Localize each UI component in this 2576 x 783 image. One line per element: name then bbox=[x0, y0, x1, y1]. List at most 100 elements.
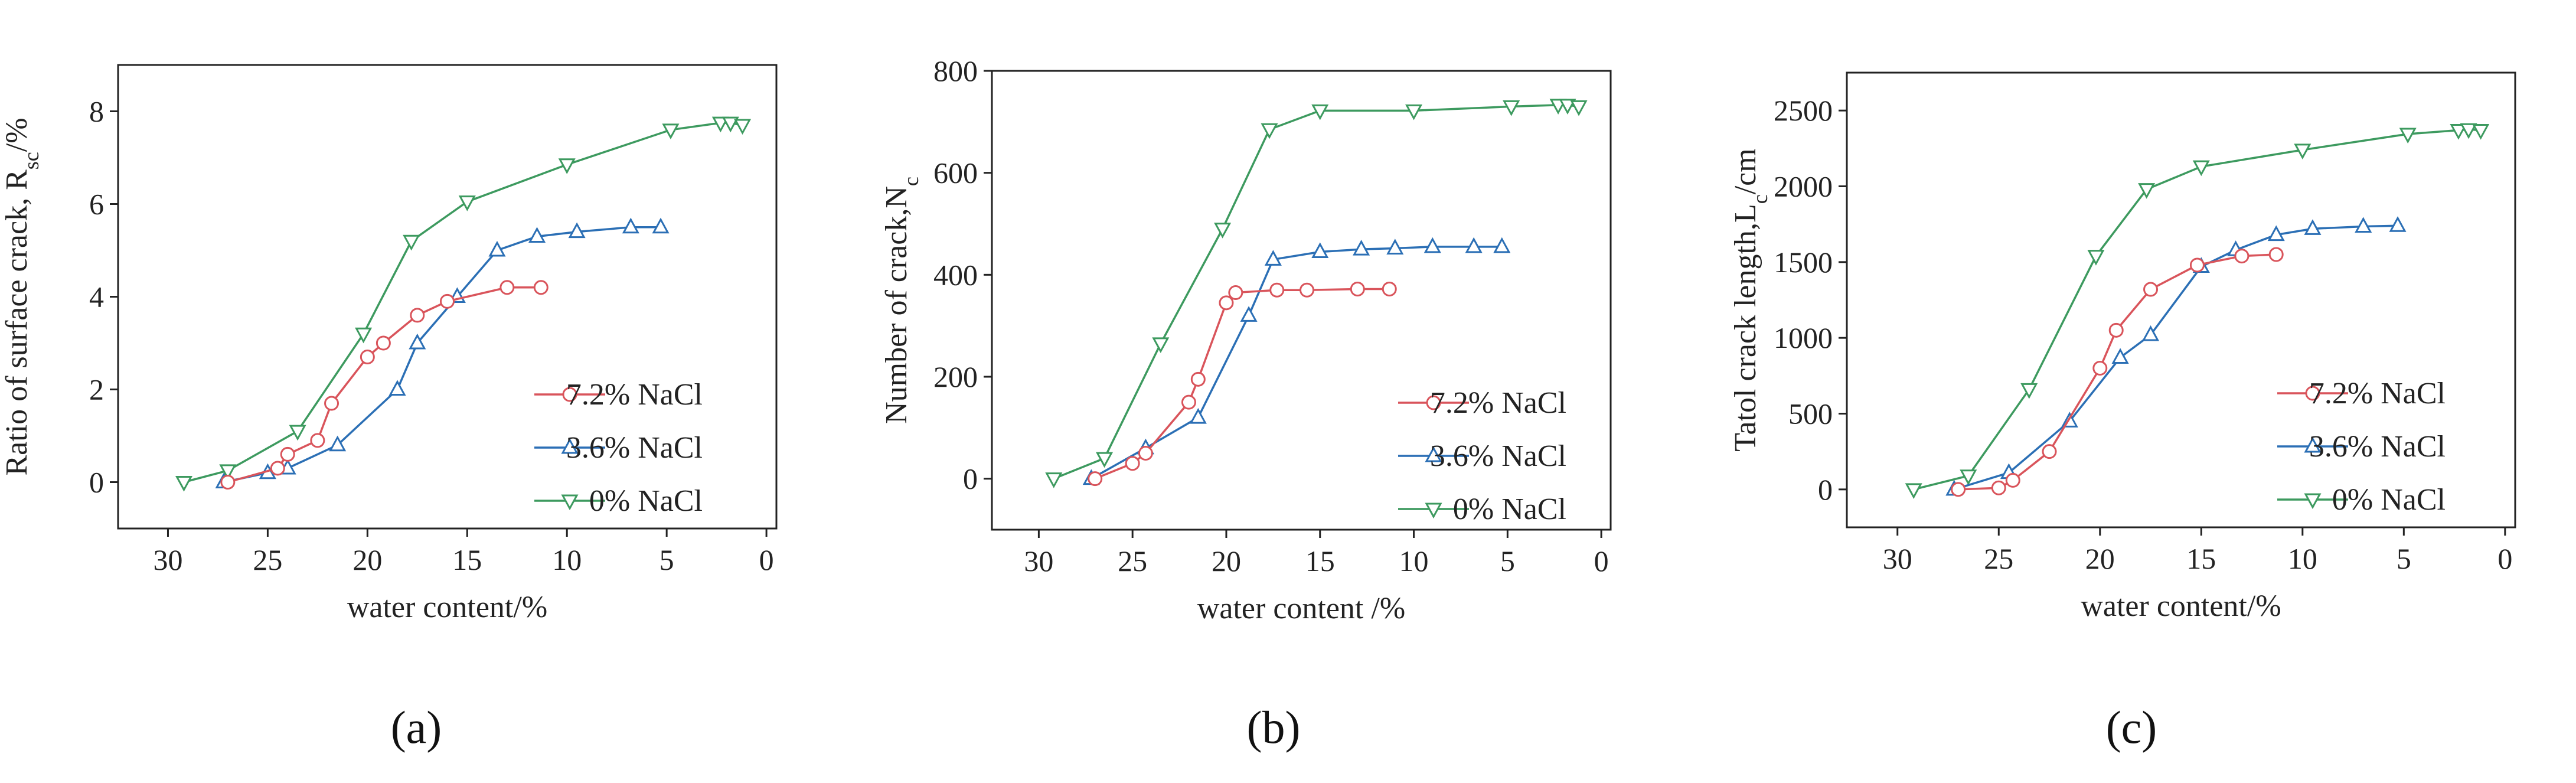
data-point-7-2-nacl bbox=[2042, 444, 2057, 459]
x-tick-label: 15 bbox=[1305, 544, 1335, 578]
data-point-3-6-nacl bbox=[488, 240, 506, 257]
y-tick-label: 0 bbox=[1818, 473, 1833, 506]
legend-marker-7-2-nacl bbox=[562, 387, 577, 402]
x-tick-label: 10 bbox=[2288, 542, 2317, 575]
y-axis-label: Tatol crack length,Lc/cm bbox=[1729, 148, 1772, 451]
x-tick-label: 0 bbox=[2497, 542, 2512, 575]
data-point-7-2-nacl bbox=[1138, 446, 1153, 461]
x-tick-label: 30 bbox=[1024, 544, 1053, 578]
data-point-0-nacl bbox=[734, 119, 752, 135]
x-tick-label: 10 bbox=[1399, 544, 1429, 578]
data-point-7-2-nacl bbox=[1350, 282, 1365, 297]
x-tick-label: 30 bbox=[153, 543, 182, 576]
data-point-0-nacl bbox=[458, 195, 476, 211]
x-tick-label: 30 bbox=[1883, 542, 1912, 575]
data-point-7-2-nacl bbox=[1088, 471, 1103, 487]
chart-panel-b: (b) 30 25 20 15 10 5 0 0 200 400 600 800 water conte… bbox=[880, 54, 1612, 753]
data-point-0-nacl bbox=[2192, 160, 2210, 177]
x-tick-label: 20 bbox=[1212, 544, 1241, 578]
data-point-3-6-nacl bbox=[388, 380, 406, 396]
data-point-0-nacl bbox=[355, 327, 373, 344]
data-point-3-6-nacl bbox=[1264, 250, 1282, 266]
x-tick-label: 10 bbox=[552, 543, 582, 576]
legend-marker-7-2-nacl bbox=[2305, 386, 2320, 401]
data-point-0-nacl bbox=[289, 425, 306, 441]
data-point-7-2-nacl bbox=[2092, 361, 2108, 376]
x-tick-label: 0 bbox=[1594, 544, 1609, 578]
legend-marker-3-6-nacl bbox=[561, 438, 579, 454]
plot-frame bbox=[1846, 71, 2516, 528]
legend-label-3-6-nacl: 3.6% NaCl bbox=[566, 431, 703, 465]
data-point-3-6-nacl bbox=[568, 222, 586, 239]
data-point-7-2-nacl bbox=[1269, 282, 1285, 298]
y-tick-label: 8 bbox=[89, 95, 104, 128]
x-tick-label: 20 bbox=[2085, 542, 2115, 575]
legend-label-7-2-nacl: 7.2% NaCl bbox=[566, 378, 703, 412]
data-point-7-2-nacl bbox=[2005, 472, 2020, 488]
legend-label-0-nacl: 0% NaCl bbox=[589, 484, 703, 518]
legend-marker-0-nacl bbox=[561, 494, 579, 511]
data-point-0-nacl bbox=[1559, 99, 1576, 115]
data-point-3-6-nacl bbox=[622, 217, 639, 234]
x-tick-label: 15 bbox=[452, 543, 482, 576]
data-point-0-nacl bbox=[219, 464, 237, 481]
panel-label-a: (a) bbox=[391, 702, 442, 753]
data-point-3-6-nacl bbox=[652, 217, 670, 234]
chart-panel-c: (c) 30 25 20 15 10 5 005001000150020002500wate… bbox=[1729, 71, 2516, 753]
data-point-3-6-nacl bbox=[1240, 306, 1258, 322]
legend-marker-0-nacl bbox=[1425, 503, 1442, 519]
data-point-7-2-nacl bbox=[1991, 480, 2006, 495]
data-point-7-2-nacl bbox=[220, 475, 236, 490]
data-point-7-2-nacl bbox=[533, 280, 548, 295]
data-point-7-2-nacl bbox=[310, 433, 325, 448]
data-point-7-2-nacl bbox=[270, 461, 285, 476]
data-point-0-nacl bbox=[2472, 124, 2490, 140]
legend-marker-3-6-nacl bbox=[1425, 446, 1442, 462]
data-point-7-2-nacl bbox=[1382, 282, 1397, 297]
data-point-7-2-nacl bbox=[1219, 295, 1234, 311]
data-point-3-6-nacl bbox=[2389, 216, 2407, 232]
data-point-0-nacl bbox=[1905, 483, 1922, 499]
data-point-7-2-nacl bbox=[324, 396, 339, 411]
data-point-7-2-nacl bbox=[2268, 247, 2284, 262]
data-point-3-6-nacl bbox=[2267, 225, 2285, 242]
data-point-0-nacl bbox=[2450, 124, 2467, 140]
x-tick-label: 0 bbox=[759, 543, 774, 576]
data-point-0-nacl bbox=[711, 116, 729, 133]
data-point-3-6-nacl bbox=[1424, 237, 1441, 253]
data-point-0-nacl bbox=[2087, 250, 2105, 266]
data-point-0-nacl bbox=[2138, 183, 2156, 199]
x-tick-label: 5 bbox=[1500, 544, 1515, 578]
y-tick-label: 2000 bbox=[1774, 170, 1833, 203]
legend-label-3-6-nacl: 3.6% NaCl bbox=[1430, 439, 1566, 473]
x-tick-label: 15 bbox=[2186, 542, 2216, 575]
legend-label-7-2-nacl: 7.2% NaCl bbox=[2309, 377, 2446, 410]
data-point-7-2-nacl bbox=[2234, 249, 2249, 264]
panel-label-b: (b) bbox=[1247, 702, 1301, 753]
data-point-7-2-nacl bbox=[280, 446, 295, 462]
y-tick-label: 0 bbox=[89, 466, 104, 499]
legend-label-7-2-nacl: 7.2% NaCl bbox=[1430, 386, 1566, 420]
data-point-3-6-nacl bbox=[2304, 219, 2322, 235]
x-tick-label: 25 bbox=[253, 543, 282, 576]
x-tick-label: 25 bbox=[1984, 542, 2013, 575]
data-point-7-2-nacl bbox=[1190, 371, 1206, 387]
legend-label-3-6-nacl: 3.6% NaCl bbox=[2309, 430, 2446, 464]
legend-marker-0-nacl bbox=[2304, 493, 2322, 510]
data-point-0-nacl bbox=[403, 234, 420, 251]
data-point-7-2-nacl bbox=[2189, 257, 2205, 273]
legend-label-0-nacl: 0% NaCl bbox=[1453, 492, 1566, 526]
y-tick-label: 0 bbox=[963, 462, 978, 495]
y-tick-label: 400 bbox=[933, 258, 978, 291]
data-point-7-2-nacl bbox=[1951, 482, 1966, 497]
y-tick-label: 500 bbox=[1788, 397, 1833, 430]
y-tick-label: 1000 bbox=[1774, 321, 1833, 354]
data-point-0-nacl bbox=[2399, 128, 2417, 144]
data-point-7-2-nacl bbox=[1228, 285, 1243, 301]
data-point-0-nacl bbox=[1214, 223, 1232, 239]
data-point-3-6-nacl bbox=[2142, 325, 2160, 341]
data-point-0-nacl bbox=[175, 476, 193, 492]
y-tick-label: 4 bbox=[89, 280, 104, 314]
data-point-0-nacl bbox=[1096, 452, 1114, 468]
